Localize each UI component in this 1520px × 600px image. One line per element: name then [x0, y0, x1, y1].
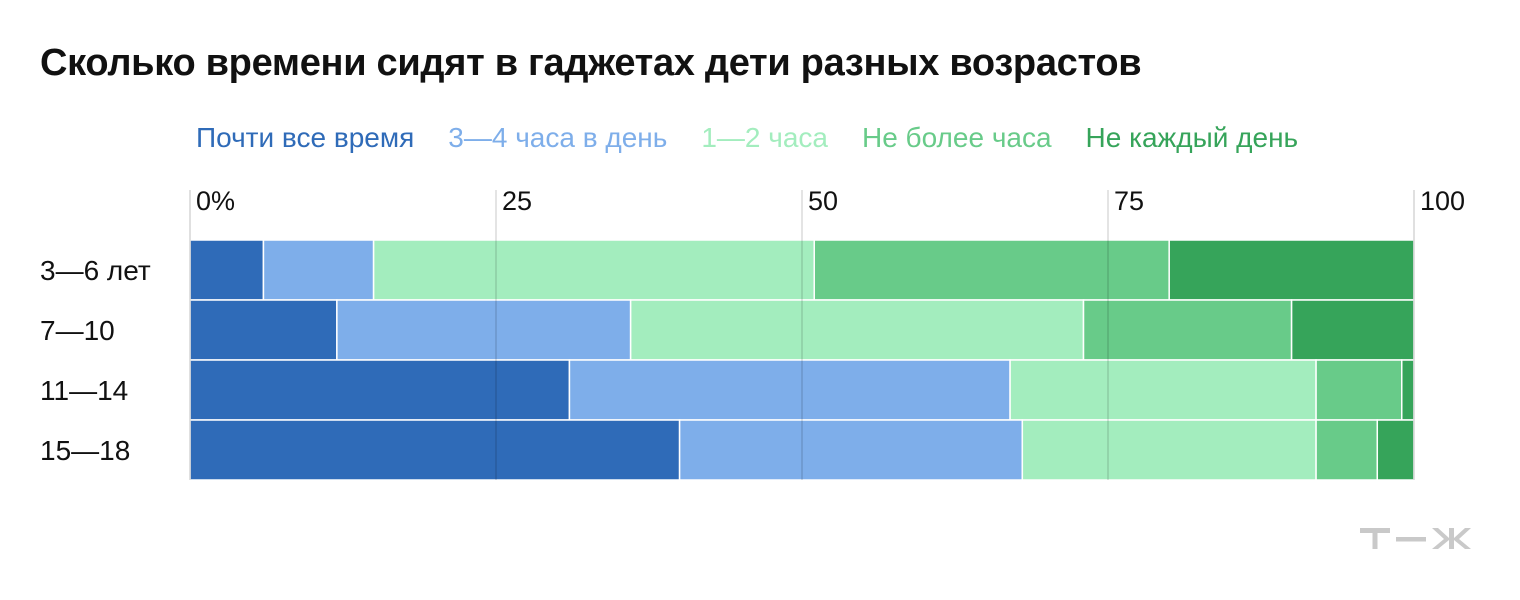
row-label-0: 3—6 лет [40, 255, 151, 286]
bar-segment-3-4 [1376, 419, 1415, 481]
tick-label-4: 100 [1420, 186, 1465, 216]
bar-segment-0-1 [262, 239, 375, 301]
legend-item-2: 1—2 часа [701, 122, 828, 153]
grid-layer [189, 190, 1415, 480]
bar-segment-0-0 [189, 239, 265, 301]
legend-item-0: Почти все время [196, 122, 415, 153]
tick-label-3: 75 [1114, 186, 1144, 216]
bar-segment-1-2 [629, 299, 1085, 361]
row-label-3: 15—18 [40, 435, 130, 466]
tick-label-1: 25 [502, 186, 532, 216]
bar-segment-2-1 [568, 359, 1011, 421]
legend-item-1: 3—4 часа в день [448, 122, 668, 153]
bar-segment-2-0 [189, 359, 571, 421]
row-label-1: 7—10 [40, 315, 115, 346]
bar-segment-0-4 [1168, 239, 1415, 301]
bar-segment-2-2 [1009, 359, 1317, 421]
tick-label-0: 0% [196, 186, 235, 216]
legend-item-3: Не более часа [861, 122, 1052, 153]
bar-segment-3-1 [678, 419, 1024, 481]
legend-item-4: Не каждый день [1085, 122, 1299, 153]
row-label-2: 11—14 [40, 375, 128, 406]
tzh-logo-icon [1360, 527, 1478, 556]
bar-segment-0-2 [372, 239, 815, 301]
row-labels-layer: 3—6 лет 7—10 11—14 15—18 [40, 255, 151, 466]
chart-title: Сколько времени сидят в гаджетах дети ра… [40, 42, 1142, 84]
bar-segment-3-3 [1315, 419, 1379, 481]
bar-segment-2-4 [1401, 359, 1415, 421]
bar-segment-3-0 [189, 419, 681, 481]
bar-segment-1-1 [336, 299, 632, 361]
bars-layer [189, 239, 1415, 481]
bar-segment-3-2 [1021, 419, 1317, 481]
bar-segment-1-0 [189, 299, 338, 361]
bar-segment-1-4 [1290, 299, 1415, 361]
bar-segment-1-3 [1082, 299, 1293, 361]
bar-segment-2-3 [1315, 359, 1403, 421]
bar-segment-0-3 [813, 239, 1170, 301]
legend: Почти все время 3—4 часа в день 1—2 часа… [196, 122, 1298, 154]
tick-labels-layer: 0% 25 50 75 100 [196, 186, 1465, 216]
tick-label-2: 50 [808, 186, 838, 216]
